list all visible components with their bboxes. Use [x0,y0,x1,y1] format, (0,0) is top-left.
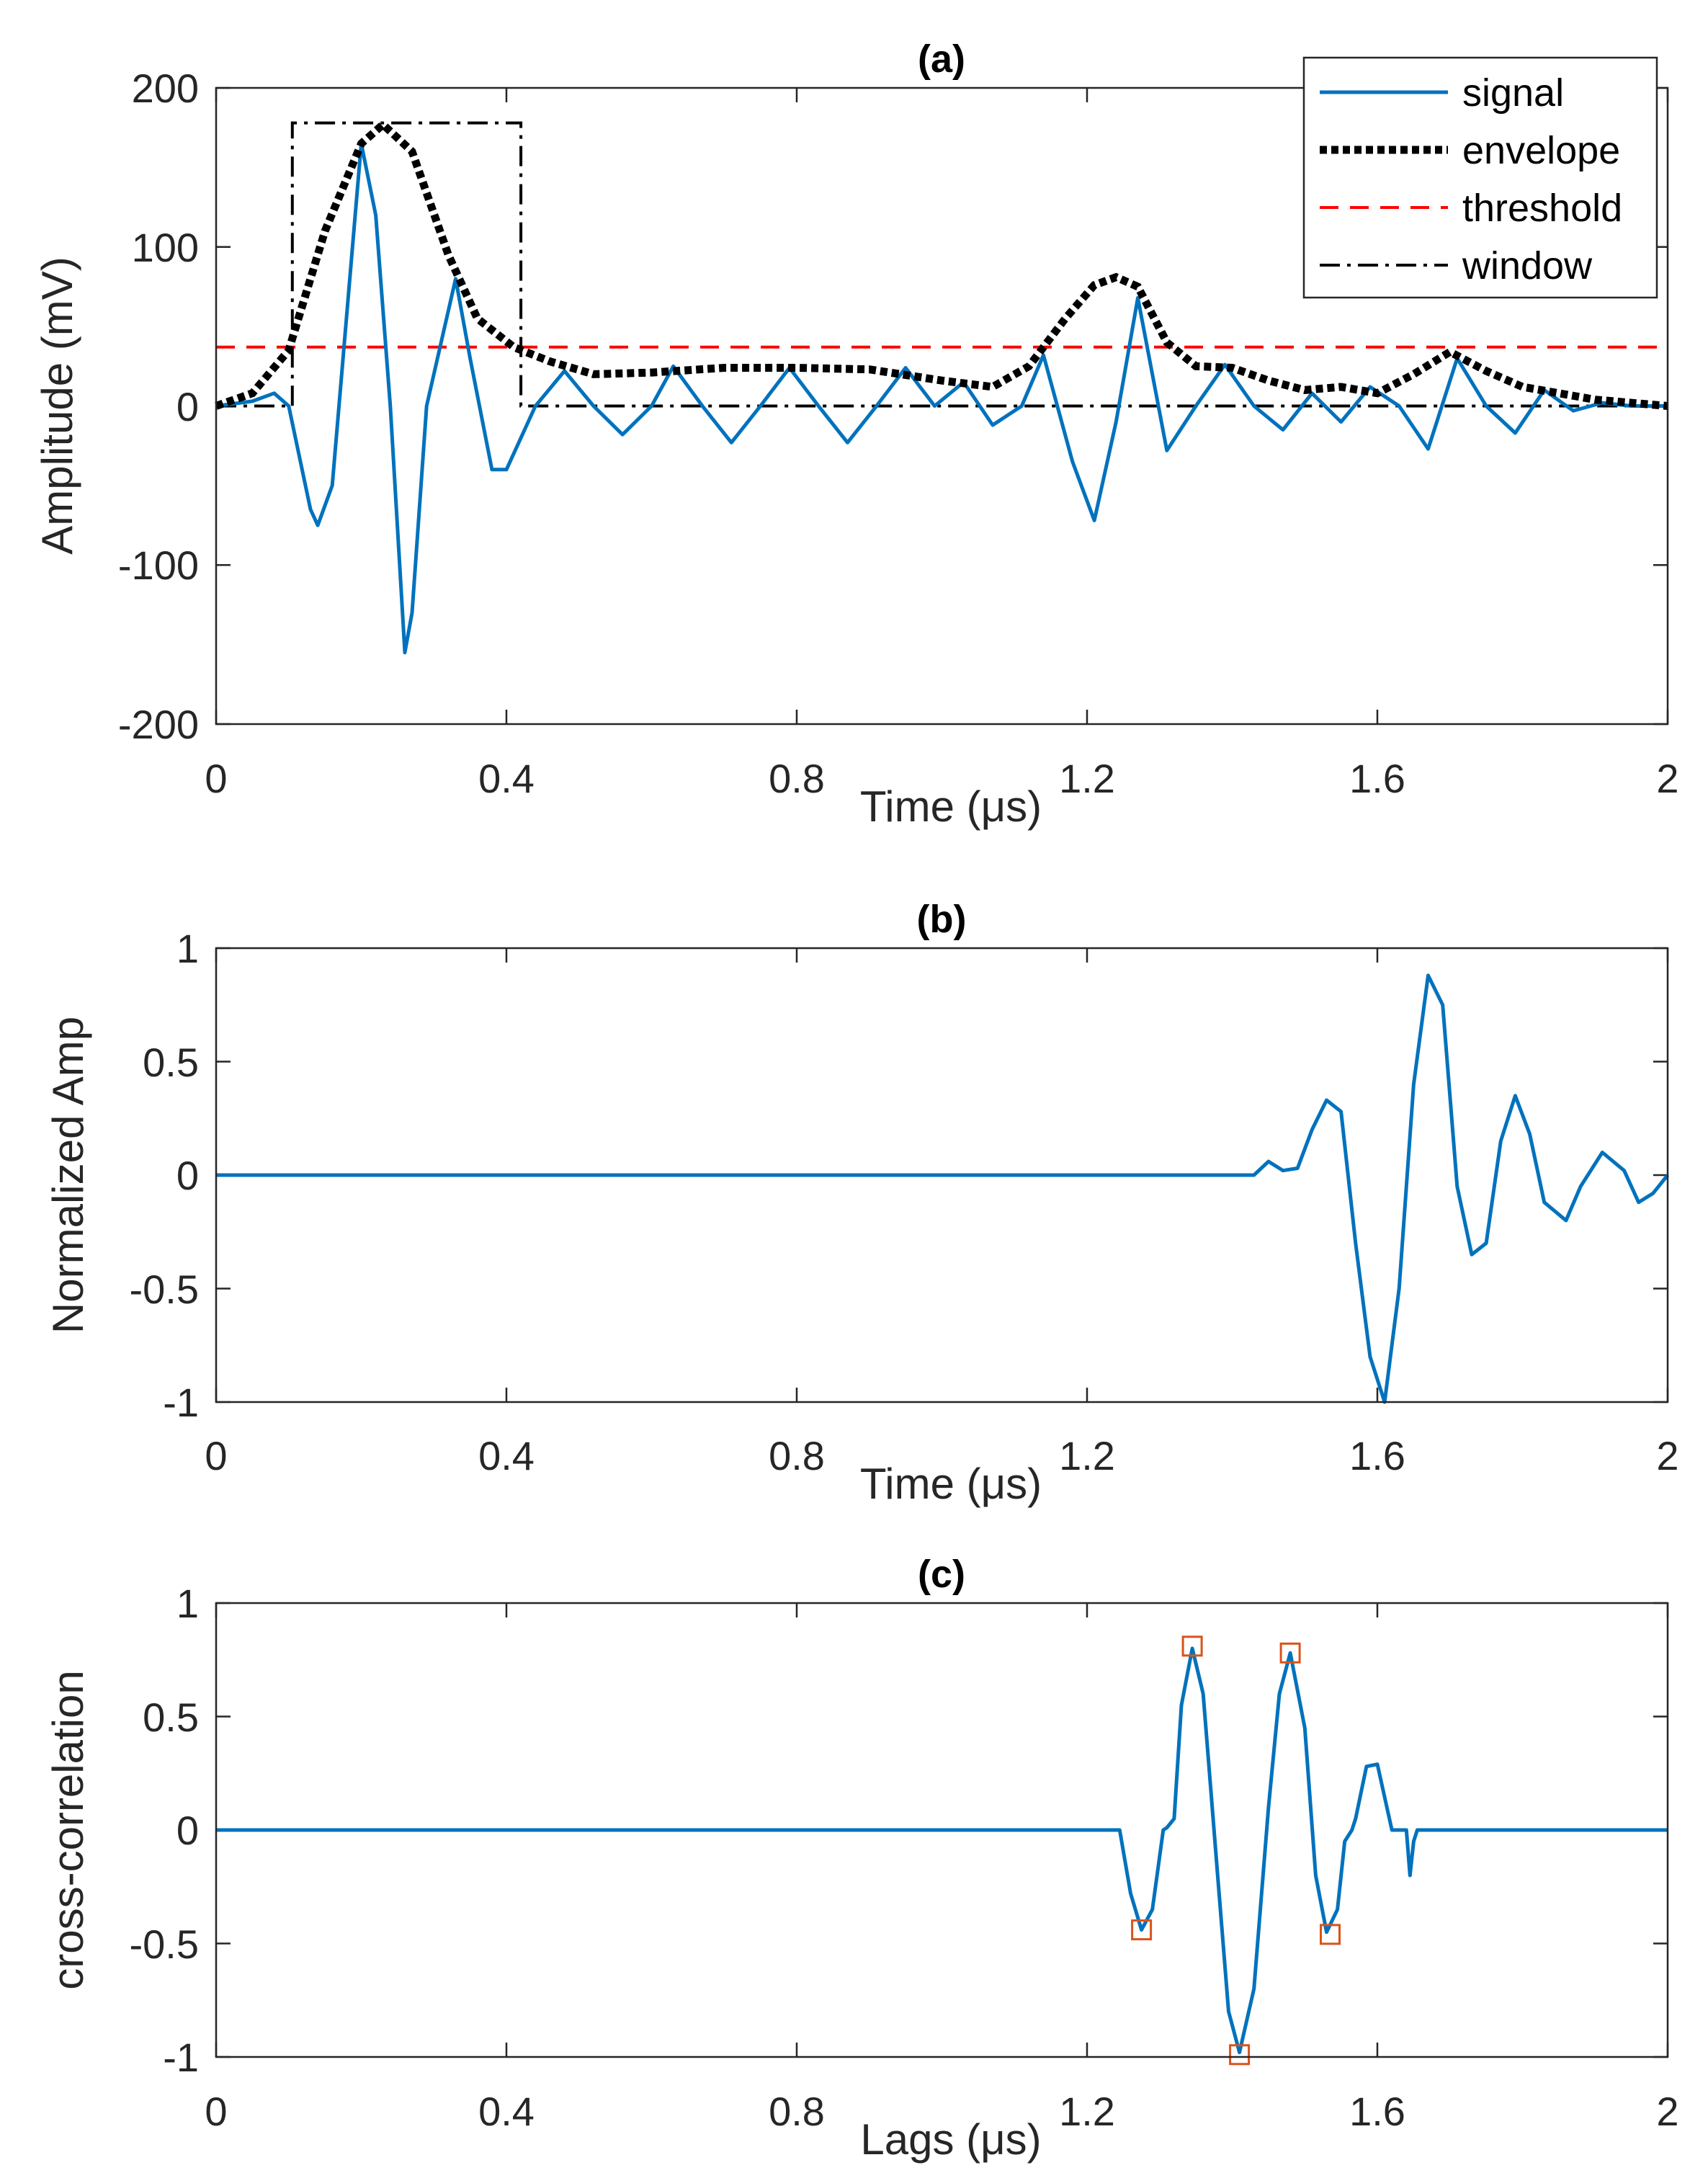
ytick-label: 1 [176,1581,199,1626]
panel-c-axes-box [215,1602,1669,2058]
xtick-label: 0.8 [769,2089,825,2134]
panel-a-ylabel: Amplitude (mV) [33,256,81,554]
ytick-label: 0 [176,384,199,429]
ytick-label: 0.5 [143,1695,199,1740]
legend: signal envelope threshold window [1302,56,1658,299]
panel-c-title: (c) [918,1553,965,1596]
peak-marker [1320,1924,1341,1945]
legend-box [1302,56,1658,299]
panel-a-xticks: 0 0.4 0.8 1.2 1.6 2 [205,756,1678,801]
panel-b-axes-box [215,947,1669,1403]
panel-b-ylabel: Normalized Amp [44,1017,92,1334]
panel-a-yticks: 200 100 0 -100 -200 [118,66,199,747]
xtick-label: 0.4 [478,2089,535,2134]
ytick-label: 0.5 [143,1040,199,1085]
envelope-line [215,119,1668,410]
panel-a: 200 100 0 -100 -200 0 0.4 0.8 1.2 1.6 2 … [33,37,1679,831]
xtick-label: 2 [1656,1433,1678,1478]
panel-b-xticks: 0 0.4 0.8 1.2 1.6 2 [205,1433,1678,1478]
ytick-label: 0 [176,1808,199,1853]
xtick-label: 1.2 [1059,1433,1115,1478]
xtick-label: 1.2 [1059,756,1115,801]
ytick-label: -200 [118,702,199,747]
legend-label-envelope: envelope [1462,129,1620,172]
window-line [216,121,1668,408]
xtick-label: 0 [205,756,227,801]
ytick-label: -1 [163,2035,199,2080]
cross-correlation-line [216,1646,1668,2055]
xtick-label: 0 [205,1433,227,1478]
ytick-label: -0.5 [130,1267,200,1312]
xtick-label: 2 [1656,2089,1678,2134]
ytick-label: 1 [176,926,199,971]
xtick-label: 0.8 [769,1433,825,1478]
legend-label-window: window [1462,244,1593,287]
panel-a-title: (a) [918,37,965,81]
panel-b: 1 0.5 0 -0.5 -1 0 0.4 0.8 1.2 1.6 2 (b) … [44,898,1679,1508]
peak-markers [1131,1635,1341,2066]
peak-marker [1279,1642,1301,1664]
panel-b-yticks: 1 0.5 0 -0.5 -1 [130,926,200,1425]
peak-marker [1229,2044,1251,2066]
panel-c-xlabel: Lags (μs) [860,2115,1041,2164]
signal-line [215,141,1668,655]
panel-a-xlabel: Time (μs) [860,782,1042,831]
xtick-label: 0.4 [478,756,535,801]
ytick-label: 0 [176,1153,199,1198]
ytick-label: -1 [163,1380,199,1425]
panel-a-axes-box [215,86,1669,726]
xtick-label: 2 [1656,756,1678,801]
xtick-label: 0.8 [769,756,825,801]
legend-label-signal: signal [1462,71,1564,115]
peak-marker [1131,1919,1153,1941]
ytick-label: 200 [132,66,199,111]
xtick-label: 1.6 [1349,2089,1405,2134]
ytick-label: 100 [132,225,199,270]
panel-b-title: (b) [917,898,967,941]
legend-label-threshold: threshold [1462,187,1622,230]
xtick-label: 0.4 [478,1433,535,1478]
panel-c: 1 0.5 0 -0.5 -1 0 0.4 0.8 1.2 1.6 2 (c) … [44,1553,1679,2164]
ytick-label: -0.5 [130,1922,200,1967]
normalized-signal-line [216,973,1669,1404]
panel-c-ylabel: cross-correlation [44,1670,92,1989]
peak-marker [1181,1635,1203,1657]
xtick-label: 1.2 [1059,2089,1115,2134]
panel-c-yticks: 1 0.5 0 -0.5 -1 [130,1581,200,2080]
xtick-label: 0 [205,2089,227,2134]
panel-b-xlabel: Time (μs) [860,1460,1042,1508]
xtick-label: 1.6 [1349,756,1405,801]
xtick-label: 1.6 [1349,1433,1405,1478]
ytick-label: -100 [118,543,199,588]
panel-c-xticks: 0 0.4 0.8 1.2 1.6 2 [205,2089,1678,2134]
